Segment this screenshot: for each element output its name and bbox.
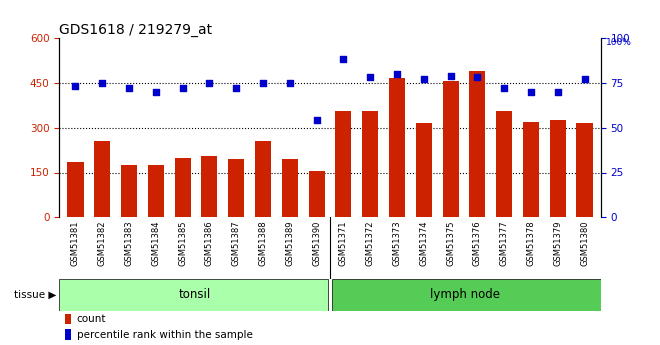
Bar <box>550 120 566 217</box>
Point <box>446 73 456 78</box>
Point <box>284 80 295 86</box>
Bar <box>331 279 601 311</box>
Text: GSM51376: GSM51376 <box>473 220 482 266</box>
Text: GSM51385: GSM51385 <box>178 220 187 266</box>
Point <box>525 89 536 95</box>
Point <box>70 83 81 89</box>
Point <box>418 77 429 82</box>
Bar <box>228 159 244 217</box>
Text: GSM51375: GSM51375 <box>446 220 455 266</box>
Text: GSM51389: GSM51389 <box>285 220 294 266</box>
Point <box>312 118 322 123</box>
Bar <box>416 123 432 217</box>
Text: lymph node: lymph node <box>430 288 500 302</box>
Text: GSM51383: GSM51383 <box>125 220 133 266</box>
Text: percentile rank within the sample: percentile rank within the sample <box>77 330 253 340</box>
Bar <box>65 329 71 340</box>
Point <box>204 80 214 86</box>
Point <box>338 57 348 62</box>
Text: GSM51372: GSM51372 <box>366 220 375 266</box>
Bar <box>121 165 137 217</box>
Point <box>97 80 108 86</box>
Bar <box>309 171 325 217</box>
Text: GSM51386: GSM51386 <box>205 220 214 266</box>
Point <box>365 75 376 80</box>
Bar <box>389 78 405 217</box>
Bar <box>523 122 539 217</box>
Point <box>124 86 135 91</box>
Text: GSM51381: GSM51381 <box>71 220 80 266</box>
Bar <box>94 141 110 217</box>
Text: GSM51380: GSM51380 <box>580 220 589 266</box>
Text: tissue ▶: tissue ▶ <box>14 290 56 300</box>
Bar <box>67 162 84 217</box>
Bar <box>255 141 271 217</box>
Point <box>391 71 402 77</box>
Text: GSM51390: GSM51390 <box>312 220 321 266</box>
Point <box>258 80 269 86</box>
Bar <box>496 111 512 217</box>
Text: GSM51373: GSM51373 <box>393 220 401 266</box>
Point <box>178 86 188 91</box>
Text: count: count <box>77 314 106 324</box>
Text: tonsil: tonsil <box>179 288 211 302</box>
Bar <box>175 158 191 217</box>
Text: GDS1618 / 219279_at: GDS1618 / 219279_at <box>59 23 213 37</box>
Bar <box>59 279 329 311</box>
Bar <box>201 156 218 217</box>
Text: GSM51374: GSM51374 <box>419 220 428 266</box>
Text: GSM51388: GSM51388 <box>259 220 267 266</box>
Bar <box>469 71 485 217</box>
Text: GSM51379: GSM51379 <box>553 220 562 266</box>
Point <box>552 89 563 95</box>
Text: GSM51382: GSM51382 <box>98 220 107 266</box>
Bar <box>442 81 459 217</box>
Bar <box>576 123 593 217</box>
Bar <box>335 111 351 217</box>
Text: GSM51378: GSM51378 <box>527 220 535 266</box>
Bar <box>148 165 164 217</box>
Point <box>231 86 242 91</box>
Point <box>472 75 482 80</box>
Point <box>150 89 161 95</box>
Text: GSM51387: GSM51387 <box>232 220 241 266</box>
Point <box>499 86 510 91</box>
Bar <box>362 111 378 217</box>
Text: 100%: 100% <box>606 38 632 47</box>
Text: GSM51377: GSM51377 <box>500 220 509 266</box>
Bar <box>65 314 71 324</box>
Point <box>579 77 590 82</box>
Text: GSM51371: GSM51371 <box>339 220 348 266</box>
Text: GSM51384: GSM51384 <box>151 220 160 266</box>
Bar <box>282 159 298 217</box>
